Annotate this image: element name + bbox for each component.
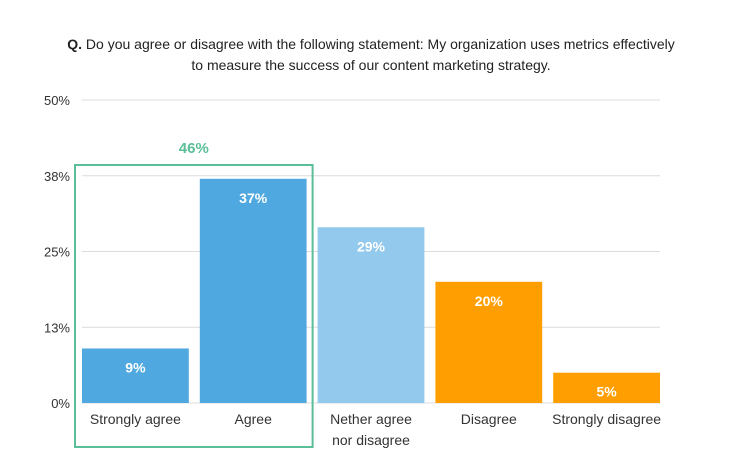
group-total-label: 46% xyxy=(179,140,209,157)
bar xyxy=(553,372,660,403)
bar xyxy=(199,178,307,403)
y-tick-label: 13% xyxy=(44,320,70,335)
y-tick-label: 38% xyxy=(44,169,70,184)
bar xyxy=(317,227,425,403)
group-highlight-box xyxy=(74,164,314,448)
category-label: Disagree xyxy=(461,411,517,427)
y-tick-label: 50% xyxy=(44,93,70,108)
y-tick-label: 0% xyxy=(51,396,70,411)
bar xyxy=(82,348,189,403)
bar xyxy=(435,281,543,403)
category-label: nor disagree xyxy=(332,432,410,448)
bar-value-label: 9% xyxy=(125,359,146,375)
title-line-2: to measure the success of our content ma… xyxy=(191,57,551,73)
category-label: Strongly agree xyxy=(90,411,181,427)
category-label: Strongly disagree xyxy=(552,411,661,427)
y-tick-label: 25% xyxy=(44,245,70,260)
category-label: Agree xyxy=(235,411,273,427)
bar-value-label: 37% xyxy=(239,190,268,206)
title-line-1: Do you agree or disagree with the follow… xyxy=(85,36,675,52)
title-prefix: Q. xyxy=(67,36,83,52)
bar-value-label: 20% xyxy=(475,293,504,309)
bar-value-label: 5% xyxy=(596,384,617,400)
bar-value-label: 29% xyxy=(357,238,386,254)
category-label: Nether agree xyxy=(330,411,412,427)
chart-title: Q. Do you agree or disagree with the fol… xyxy=(0,34,742,76)
